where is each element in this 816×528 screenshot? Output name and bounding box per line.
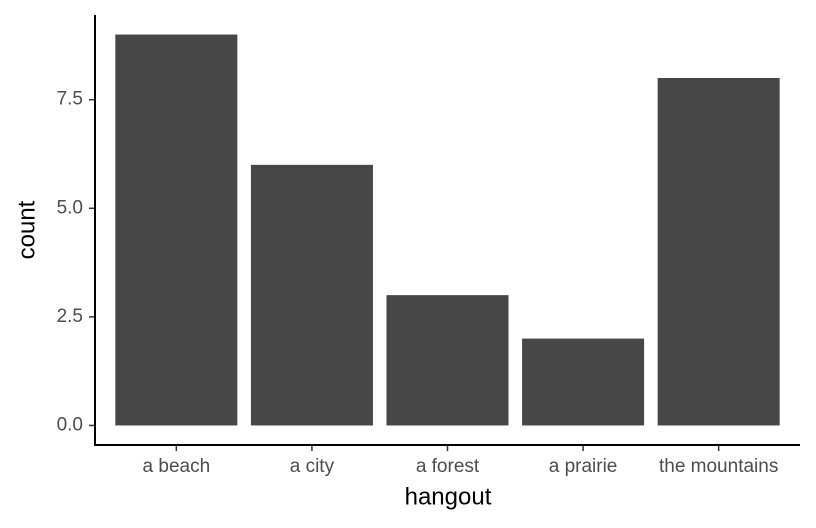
y-axis-title: count xyxy=(13,200,40,259)
bar xyxy=(386,295,509,426)
bar xyxy=(250,164,373,426)
x-tick-label: a forest xyxy=(416,456,480,477)
bar xyxy=(115,34,238,426)
y-tick-label: 7.5 xyxy=(57,89,83,110)
x-tick-label: a beach xyxy=(143,456,211,477)
y-tick-label: 2.5 xyxy=(57,306,83,327)
x-axis-title: hangout xyxy=(405,483,492,510)
bar xyxy=(522,338,645,426)
bar xyxy=(657,77,780,426)
y-tick-label: 0.0 xyxy=(57,414,83,435)
y-tick-label: 5.0 xyxy=(57,197,83,218)
x-tick-label: a prairie xyxy=(549,456,618,477)
x-tick-label: the mountains xyxy=(659,456,778,477)
x-tick-label: a city xyxy=(290,456,335,477)
